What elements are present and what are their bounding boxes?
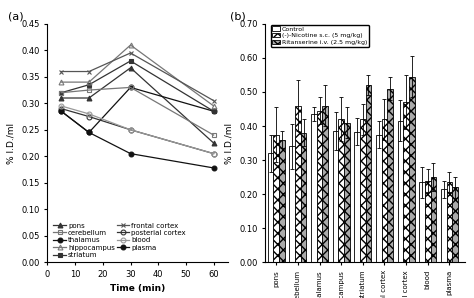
Bar xyxy=(322,105,328,262)
Legend: Control, (-)-Nicotine s.c. (5 mg/kg), Ritanserine i.v. (2.5 mg/kg): Control, (-)-Nicotine s.c. (5 mg/kg), Ri… xyxy=(271,24,369,47)
Bar xyxy=(376,134,382,262)
Bar xyxy=(268,153,273,262)
Bar xyxy=(311,114,317,262)
Bar xyxy=(452,187,458,262)
Y-axis label: % I.D./ml: % I.D./ml xyxy=(225,122,234,164)
Bar xyxy=(355,132,360,262)
Bar xyxy=(425,181,430,262)
Bar xyxy=(447,182,452,262)
Bar xyxy=(365,85,371,262)
Bar xyxy=(430,177,436,262)
Bar xyxy=(409,77,415,262)
Bar xyxy=(360,119,365,262)
Y-axis label: % I.D./ml: % I.D./ml xyxy=(7,122,16,164)
Bar xyxy=(419,182,425,262)
Legend: pons, cerebellum, thalamus, hippocampus, striatum, frontal cortex, posterial cor: pons, cerebellum, thalamus, hippocampus,… xyxy=(53,222,187,259)
Bar xyxy=(290,146,295,262)
Bar xyxy=(279,140,285,262)
Bar xyxy=(382,119,387,262)
Bar xyxy=(403,102,409,262)
Bar xyxy=(333,131,338,262)
Bar xyxy=(441,189,447,262)
Text: (a): (a) xyxy=(8,11,23,21)
Bar xyxy=(295,105,301,262)
Bar xyxy=(338,119,344,262)
X-axis label: Time (min): Time (min) xyxy=(110,284,165,294)
Bar xyxy=(398,121,403,262)
Bar xyxy=(387,89,393,262)
Bar xyxy=(317,111,322,262)
Text: (b): (b) xyxy=(229,11,246,21)
Bar xyxy=(344,122,350,262)
Bar xyxy=(301,133,306,262)
Bar xyxy=(273,134,279,262)
